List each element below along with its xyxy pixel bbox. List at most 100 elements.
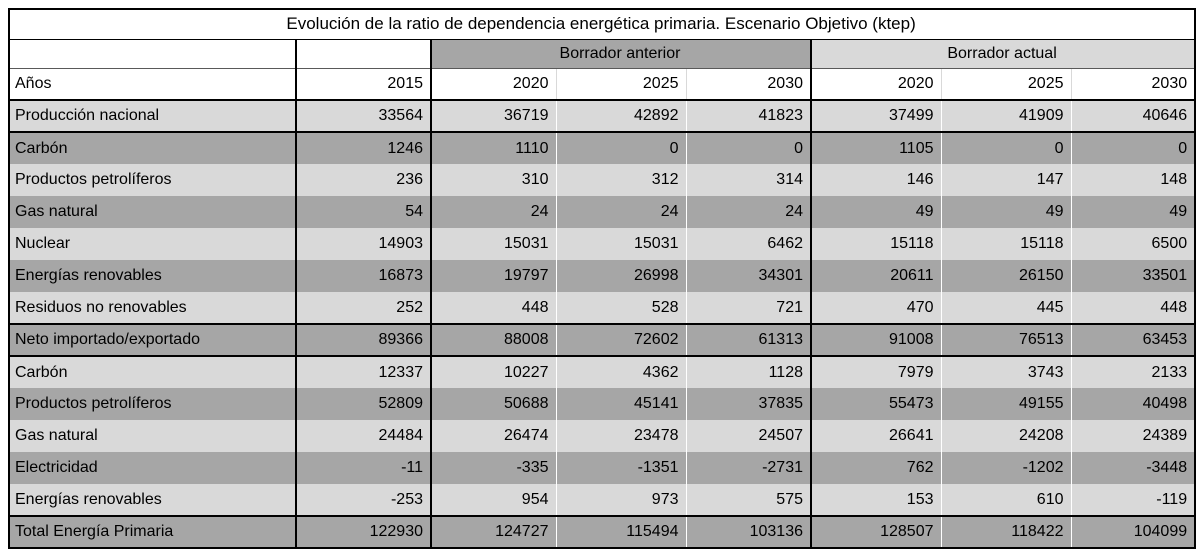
value-cell: 55473	[811, 388, 942, 420]
value-cell: 16873	[296, 260, 432, 292]
value-cell: 312	[556, 164, 687, 196]
energy-table-container: Evolución de la ratio de dependencia ene…	[8, 8, 1197, 549]
value-cell: -11	[296, 452, 432, 484]
year-cell-ant-2030: 2030	[686, 68, 812, 101]
value-cell: 470	[811, 292, 942, 324]
group-header-borrador-actual: Borrador actual	[811, 39, 1196, 69]
value-cell: 1246	[296, 132, 432, 164]
row-label-cell: Residuos no renovables	[9, 292, 297, 324]
empty-2015-header-cell	[296, 39, 432, 69]
value-cell: 7979	[811, 356, 942, 388]
value-cell: 15031	[431, 228, 557, 260]
value-cell: 89366	[296, 323, 432, 357]
value-cell: 34301	[686, 260, 812, 292]
group-header-row: Borrador anterior Borrador actual	[9, 39, 1196, 69]
value-cell: 124727	[431, 515, 557, 548]
value-cell: 1105	[811, 132, 942, 164]
value-cell: 88008	[431, 323, 557, 357]
group-header-borrador-anterior: Borrador anterior	[431, 39, 812, 69]
row-label-cell: Producción nacional	[9, 100, 297, 133]
value-cell: 122930	[296, 515, 432, 548]
value-cell: 26150	[941, 260, 1072, 292]
value-cell: 24507	[686, 420, 812, 452]
value-cell: 12337	[296, 356, 432, 388]
year-cell-ant-2025: 2025	[556, 68, 687, 101]
value-cell: 118422	[941, 515, 1072, 548]
value-cell: -253	[296, 484, 432, 516]
value-cell: 15118	[941, 228, 1072, 260]
table-row: Electricidad -11 -335 -1351 -2731 762 -1202 -34…	[9, 452, 1196, 484]
table-row: Carbón 12337 10227 4362 1128 7979 3743 2133	[9, 356, 1196, 388]
value-cell: 40498	[1071, 388, 1196, 420]
value-cell: 24208	[941, 420, 1072, 452]
table-row: Energías renovables 16873 19797 26998 34301 2…	[9, 260, 1196, 292]
value-cell: -119	[1071, 484, 1196, 516]
value-cell: 448	[431, 292, 557, 324]
value-cell: 91008	[811, 323, 942, 357]
value-cell: 147	[941, 164, 1072, 196]
value-cell: 575	[686, 484, 812, 516]
value-cell: 448	[1071, 292, 1196, 324]
row-label-cell: Total Energía Primaria	[9, 515, 297, 548]
row-label-cell: Electricidad	[9, 452, 297, 484]
value-cell: 37835	[686, 388, 812, 420]
row-label-cell: Nuclear	[9, 228, 297, 260]
table-row: Productos petrolíferos 52809 50688 45141 378…	[9, 388, 1196, 420]
value-cell: 50688	[431, 388, 557, 420]
value-cell: 973	[556, 484, 687, 516]
value-cell: 610	[941, 484, 1072, 516]
table-row: Carbón 1246 1110 0 0 1105 0 0	[9, 132, 1196, 164]
value-cell: 49	[941, 196, 1072, 228]
value-cell: 49	[811, 196, 942, 228]
row-label-cell: Neto importado/exportado	[9, 323, 297, 357]
value-cell: 26641	[811, 420, 942, 452]
value-cell: 103136	[686, 515, 812, 548]
row-label-cell: Productos petrolíferos	[9, 164, 297, 196]
value-cell: 24389	[1071, 420, 1196, 452]
value-cell: 104099	[1071, 515, 1196, 548]
value-cell: 314	[686, 164, 812, 196]
title-row: Evolución de la ratio de dependencia ene…	[9, 9, 1196, 40]
years-label-cell: Años	[9, 68, 297, 101]
value-cell: -1202	[941, 452, 1072, 484]
year-cell-2015: 2015	[296, 68, 432, 101]
value-cell: 310	[431, 164, 557, 196]
table-row: Energías renovables -253 954 973 575 153 610 -1…	[9, 484, 1196, 516]
value-cell: 45141	[556, 388, 687, 420]
table-row: Gas natural 24484 26474 23478 24507 26641 2420…	[9, 420, 1196, 452]
value-cell: 528	[556, 292, 687, 324]
table-row: Producción nacional 33564 36719 42892 41823 3…	[9, 100, 1196, 133]
value-cell: 49	[1071, 196, 1196, 228]
row-label-cell: Gas natural	[9, 196, 297, 228]
value-cell: 19797	[431, 260, 557, 292]
value-cell: 0	[941, 132, 1072, 164]
value-cell: 15031	[556, 228, 687, 260]
empty-corner-cell	[9, 39, 297, 69]
value-cell: 41909	[941, 100, 1072, 133]
row-label-cell: Energías renovables	[9, 484, 297, 516]
value-cell: 2133	[1071, 356, 1196, 388]
value-cell: 37499	[811, 100, 942, 133]
year-cell-act-2020: 2020	[811, 68, 942, 101]
value-cell: 0	[1071, 132, 1196, 164]
table-row: Gas natural 54 24 24 24 49 49 49	[9, 196, 1196, 228]
value-cell: 23478	[556, 420, 687, 452]
table-row: Residuos no renovables 252 448 528 721 470 445…	[9, 292, 1196, 324]
row-label-cell: Gas natural	[9, 420, 297, 452]
value-cell: 252	[296, 292, 432, 324]
value-cell: -2731	[686, 452, 812, 484]
value-cell: 6462	[686, 228, 812, 260]
value-cell: 26998	[556, 260, 687, 292]
value-cell: 24484	[296, 420, 432, 452]
value-cell: 3743	[941, 356, 1072, 388]
table-row: Neto importado/exportado 89366 88008 72602 6…	[9, 323, 1196, 357]
value-cell: 52809	[296, 388, 432, 420]
value-cell: 445	[941, 292, 1072, 324]
row-label-cell: Carbón	[9, 356, 297, 388]
value-cell: 128507	[811, 515, 942, 548]
year-cell-ant-2020: 2020	[431, 68, 557, 101]
value-cell: 6500	[1071, 228, 1196, 260]
value-cell: 26474	[431, 420, 557, 452]
value-cell: 20611	[811, 260, 942, 292]
value-cell: 236	[296, 164, 432, 196]
